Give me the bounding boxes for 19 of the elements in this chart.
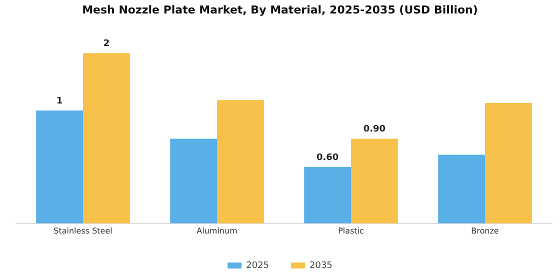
bar: [170, 138, 217, 224]
chart-title: Mesh Nozzle Plate Market, By Material, 2025-2035 (USD Billion): [82, 3, 478, 16]
bar: [351, 138, 398, 224]
bar: [36, 110, 83, 224]
bar: [485, 102, 532, 224]
x-tick-label: Stainless Steel: [54, 226, 112, 236]
data-label: 0.60: [316, 152, 339, 163]
legend-label: 2025: [246, 260, 269, 271]
bar: [438, 154, 485, 224]
x-tick-label: Plastic: [338, 226, 364, 236]
data-label: 1: [56, 96, 63, 106]
bar: [217, 100, 264, 224]
x-tick-label: Bronze: [471, 226, 499, 236]
data-label: 2: [103, 38, 110, 49]
x-tick-label: Aluminum: [196, 226, 238, 236]
legend-label: 2035: [310, 260, 332, 271]
bar: [304, 166, 351, 224]
data-label: 0.90: [363, 124, 386, 135]
bar: [83, 53, 130, 224]
